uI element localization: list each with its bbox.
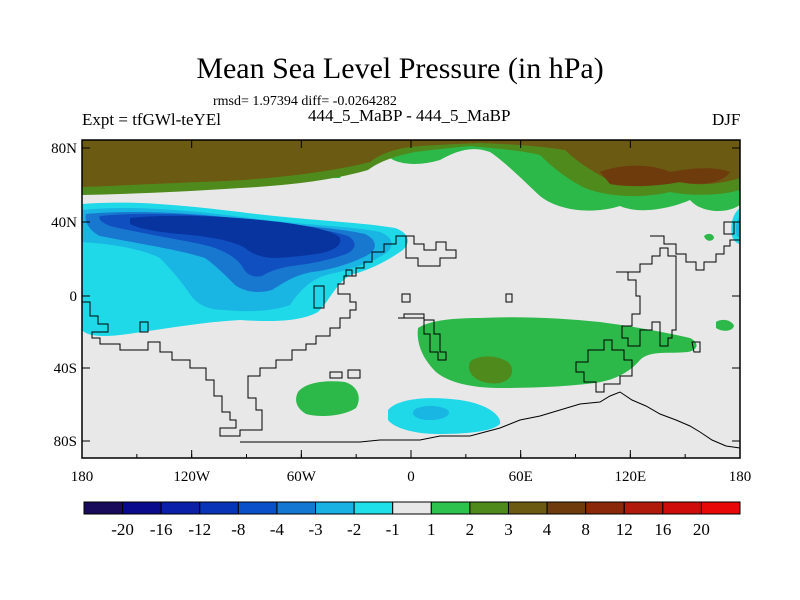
colorbar-swatch xyxy=(315,501,355,515)
colorbar-label: 16 xyxy=(654,520,671,539)
x-tick-label: 180 xyxy=(71,469,94,485)
x-tick-label: 120E xyxy=(614,469,646,485)
season-label: DJF xyxy=(712,110,741,129)
southern-blue-blob xyxy=(412,405,449,420)
colorbar-label: -1 xyxy=(386,520,400,539)
y-tick-label: 0 xyxy=(70,289,78,305)
colorbar-label: 3 xyxy=(504,520,513,539)
colorbar-label: -20 xyxy=(111,520,134,539)
colorbar-label: -12 xyxy=(188,520,211,539)
colorbar-label: 20 xyxy=(693,520,710,539)
x-tick-label: 120W xyxy=(173,469,211,485)
colorbar-swatch xyxy=(276,501,317,515)
coastline-newzealand xyxy=(691,341,701,353)
coastline-caribbean xyxy=(313,285,325,309)
x-tick-label: 0 xyxy=(407,469,415,485)
colorbar-swatch xyxy=(199,501,239,515)
colorbar-swatch xyxy=(392,501,432,515)
southern-green-blob xyxy=(296,381,359,416)
npacific-navy-region xyxy=(130,215,341,258)
colorbar-swatch xyxy=(353,501,394,515)
coastline-americas xyxy=(82,235,406,437)
colorbar: -20 -16 -12 -8 -4 -3 -2 -1 1 2 3 4 8 12 16 20 xyxy=(83,501,741,539)
y-axis: 80N 40N 0 40S 80S xyxy=(51,141,740,450)
colorbar-label: -3 xyxy=(308,520,322,539)
coastlines xyxy=(82,221,740,449)
colorbar-label: 8 xyxy=(581,520,590,539)
colorbar-label: 4 xyxy=(543,520,552,539)
coastline-maritime xyxy=(616,247,677,347)
colorbar-label: -16 xyxy=(150,520,173,539)
coastline-europe-africa xyxy=(398,235,457,361)
comparison-label: 444_5_MaBP - 444_5_MaBP xyxy=(308,106,511,125)
y-tick-label: 80N xyxy=(51,141,77,157)
south-atlantic-right-patch xyxy=(716,319,734,331)
colorbar-label: 1 xyxy=(427,520,436,539)
colorbar-swatch xyxy=(83,501,124,515)
coastline-greenland xyxy=(723,221,735,235)
colorbar-swatch xyxy=(700,501,741,515)
colorbar-swatch xyxy=(546,501,587,515)
coastline-australia xyxy=(575,339,633,393)
colorbar-label: 2 xyxy=(466,520,475,539)
y-tick-label: 40N xyxy=(51,215,77,231)
coastline-islands xyxy=(139,269,513,379)
colorbar-swatch xyxy=(160,501,201,515)
colorbar-swatch xyxy=(469,501,509,515)
colorbar-swatch xyxy=(623,501,664,515)
x-tick-label: 60E xyxy=(509,469,533,485)
colorbar-label: -8 xyxy=(231,520,245,539)
colorbar-swatch xyxy=(430,501,471,515)
x-tick-label: 180 xyxy=(729,469,752,485)
arctic-darkbrown-region xyxy=(600,165,730,187)
colorbar-swatch xyxy=(662,501,702,515)
map-field xyxy=(82,140,740,458)
statistics-label: rmsd= 1.97394 diff= -0.0264282 xyxy=(213,94,397,109)
x-tick-label: 60W xyxy=(287,469,317,485)
south-atlantic-olive-region xyxy=(468,356,513,384)
x-axis: 180 120W 60W 0 60E 120E 180 xyxy=(71,140,752,485)
colorbar-swatch xyxy=(122,501,162,515)
y-tick-label: 40S xyxy=(54,361,77,377)
coastline-antarctica xyxy=(240,391,740,449)
coastline-asia xyxy=(650,235,740,271)
experiment-label: Expt = tfGWl-teYEl xyxy=(82,110,221,129)
colorbar-label: -4 xyxy=(270,520,285,539)
south-indian-green-patch xyxy=(704,233,714,241)
colorbar-swatch xyxy=(585,501,625,515)
colorbar-label: -2 xyxy=(347,520,361,539)
colorbar-swatch xyxy=(237,501,278,515)
map-title: Mean Sea Level Pressure (in hPa) xyxy=(196,52,604,85)
arctic-brown-region xyxy=(82,140,740,187)
y-tick-label: 80S xyxy=(54,434,77,450)
colorbar-swatch xyxy=(507,501,548,515)
colorbar-label: 12 xyxy=(616,520,633,539)
